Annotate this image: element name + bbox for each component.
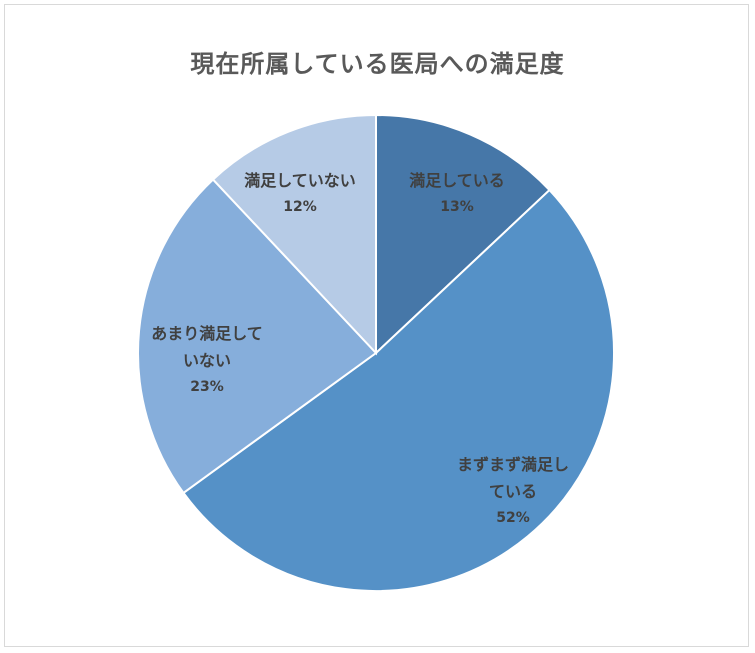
slice-value-manzoku-shiteiru: 13% xyxy=(440,199,474,215)
pie-slice-mazumazu-manzoku xyxy=(182,188,616,592)
slice-label-mazumazu-manzoku: まずまず満足し xyxy=(457,455,569,474)
slice-label-amari-manzoku-shiteinai: あまり満足して xyxy=(151,324,263,343)
slice-value-amari-manzoku-shiteinai: 23% xyxy=(190,379,224,395)
slice-label-mazumazu-manzoku: ている xyxy=(489,482,537,501)
pie-slice-manzoku-shiteiru xyxy=(375,113,551,356)
slice-label-manzoku-shiteiru: 満足している xyxy=(409,171,505,190)
slice-label-amari-manzoku-shiteinai: いない xyxy=(183,351,231,370)
chart-title: 現在所属している医局への満足度 xyxy=(190,50,565,78)
slice-label-manzoku-shiteinai: 満足していない xyxy=(244,171,356,190)
slice-value-mazumazu-manzoku: 52% xyxy=(496,510,530,526)
pie-slice-manzoku-shiteinai xyxy=(211,113,377,356)
slice-value-manzoku-shiteinai: 12% xyxy=(283,199,317,215)
pie-slice-amari-manzoku-shiteinai xyxy=(137,178,378,495)
